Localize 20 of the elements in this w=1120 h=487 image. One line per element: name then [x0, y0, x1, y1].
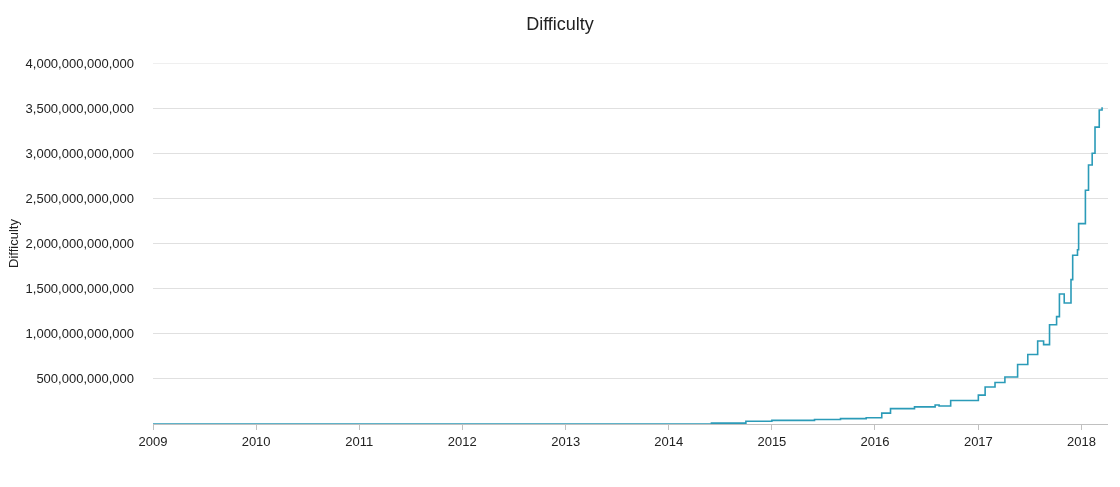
chart-title: Difficulty: [526, 13, 594, 34]
x-tick-label: 2013: [551, 433, 581, 449]
y-tick-label: 2,500,000,000,000: [25, 190, 134, 206]
y-tick-label: 1,500,000,000,000: [25, 281, 134, 297]
y-axis-title: Difficulty: [5, 218, 21, 268]
y-tick-label: 2,000,000,000,000: [25, 236, 134, 252]
x-tick-label: 2012: [447, 433, 477, 449]
y-tick-label: 3,000,000,000,000: [25, 145, 134, 161]
x-tick-label: 2014: [654, 433, 684, 449]
y-tick-label: 3,500,000,000,000: [25, 100, 134, 116]
x-tick-label: 2017: [963, 433, 993, 449]
x-tick-label: 2009: [138, 433, 168, 449]
x-tick-label: 2018: [1066, 433, 1096, 449]
y-tick-label: 1,000,000,000,000: [25, 326, 134, 342]
x-tick-label: 2010: [241, 433, 271, 449]
x-tick-label: 2016: [860, 433, 890, 449]
y-tick-label: 500,000,000,000: [36, 371, 134, 387]
y-tick-label: 4,000,000,000,000: [25, 55, 134, 71]
x-tick-label: 2011: [345, 433, 374, 449]
x-tick-label: 2015: [757, 433, 787, 449]
